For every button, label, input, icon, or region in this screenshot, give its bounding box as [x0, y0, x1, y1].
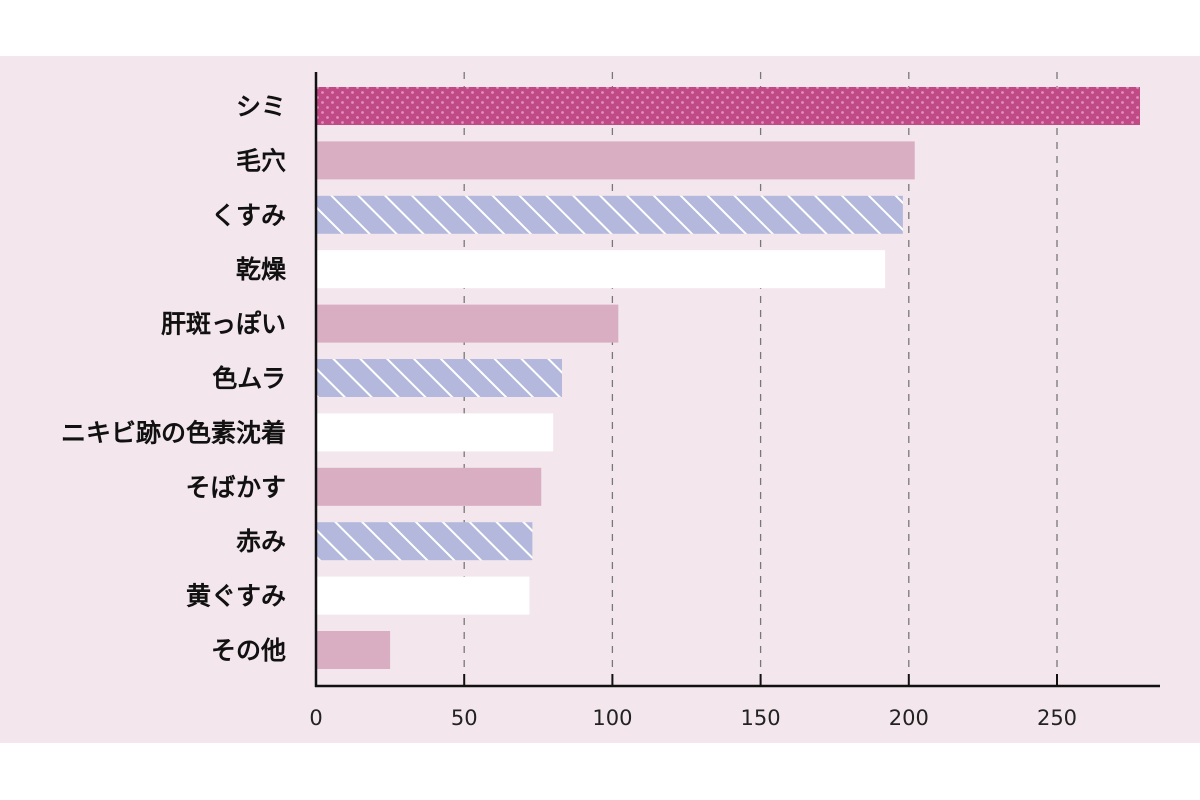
bar-9	[316, 576, 530, 615]
bar-1	[316, 141, 915, 180]
bar-7	[316, 467, 542, 506]
category-label: 赤み	[236, 527, 286, 556]
category-label: 色ムラ	[212, 364, 286, 393]
category-label: 毛穴	[236, 146, 286, 175]
x-tick-label: 250	[1037, 706, 1077, 730]
x-tick-label: 100	[592, 706, 632, 730]
category-label: ニキビ跡の色素沈着	[61, 418, 286, 447]
bar-3	[316, 250, 886, 289]
x-tick-label: 150	[741, 706, 781, 730]
category-label: 肝斑っぽい	[161, 310, 286, 339]
category-label: そばかす	[185, 473, 286, 502]
x-tick-label: 200	[889, 706, 929, 730]
category-label: くすみ	[211, 201, 286, 230]
bar-10	[316, 631, 391, 669]
category-label: その他	[211, 636, 286, 665]
bar-5	[316, 359, 563, 397]
x-tick-label: 50	[451, 706, 478, 730]
bar-4	[316, 304, 619, 343]
category-label: シミ	[236, 92, 286, 121]
x-tick-label: 0	[309, 706, 322, 730]
bar-0	[316, 87, 1140, 125]
category-label: 黄ぐすみ	[186, 582, 286, 611]
bar-2	[316, 195, 903, 234]
bar-6	[316, 413, 554, 452]
category-label: 乾燥	[236, 255, 287, 284]
bar-8	[316, 522, 533, 561]
